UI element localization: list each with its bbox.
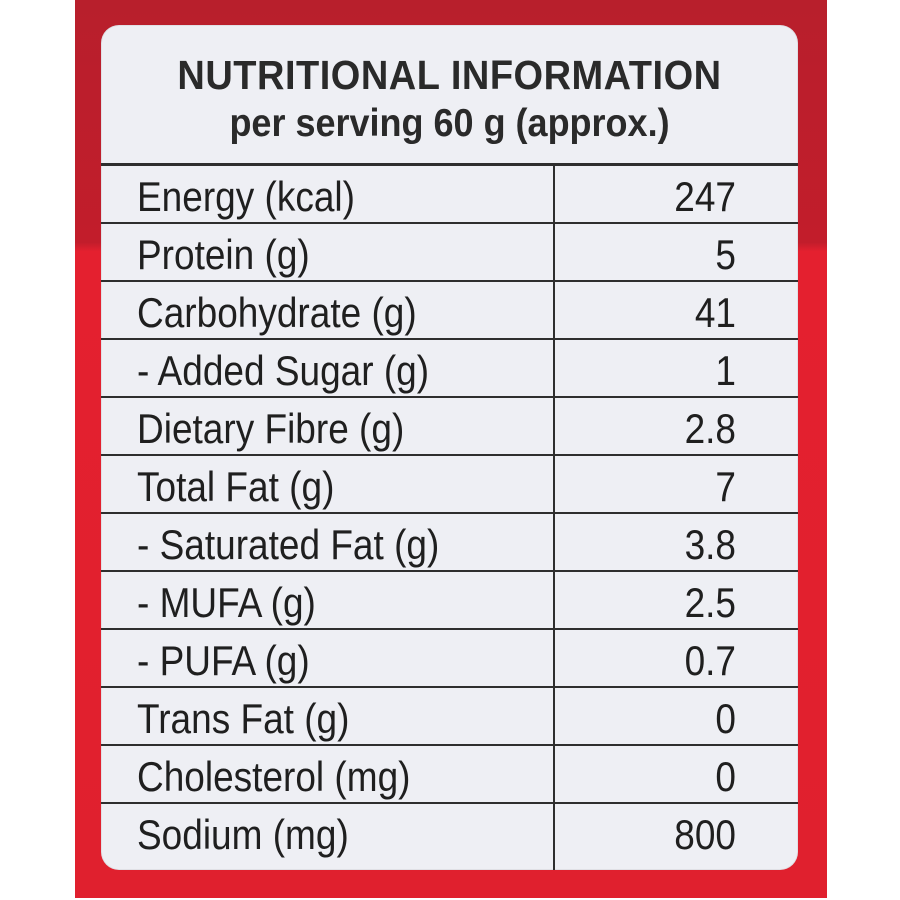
table-row: Protein (g) 5 (101, 224, 798, 282)
nutrient-name: Protein (g) (137, 232, 310, 278)
nutrient-name: - Saturated Fat (g) (137, 522, 440, 568)
nutrient-value: 800 (674, 812, 736, 858)
nutrient-name: Energy (kcal) (137, 174, 355, 220)
nutrient-name: Dietary Fibre (g) (137, 406, 405, 452)
table-row: Dietary Fibre (g) 2.8 (101, 398, 798, 456)
nutrient-value: 2.8 (684, 406, 736, 452)
table-row: Total Fat (g) 7 (101, 456, 798, 514)
nutrient-name: - Added Sugar (g) (137, 348, 430, 394)
table-row: Cholesterol (mg) 0 (101, 746, 798, 804)
nutrition-label-panel: NUTRITIONAL INFORMATION per serving 60 g… (101, 25, 798, 870)
nutrient-value: 247 (674, 174, 736, 220)
row-divider (101, 744, 798, 746)
table-row: - MUFA (g) 2.5 (101, 572, 798, 630)
nutrient-value: 3.8 (684, 522, 736, 568)
nutrition-label-header: NUTRITIONAL INFORMATION per serving 60 g… (101, 25, 798, 155)
row-divider (101, 280, 798, 282)
row-divider (101, 512, 798, 514)
row-divider (101, 454, 798, 456)
nutrient-value: 41 (694, 290, 736, 336)
nutrient-value: 1 (715, 348, 736, 394)
nutrient-name: - PUFA (g) (137, 638, 310, 684)
nutrient-name: - MUFA (g) (137, 580, 316, 626)
nutrient-value: 7 (715, 464, 736, 510)
column-divider (553, 166, 555, 870)
row-divider (101, 222, 798, 224)
nutrient-name: Sodium (mg) (137, 812, 349, 858)
nutrition-label-title: NUTRITIONAL INFORMATION (177, 53, 722, 99)
table-row: Sodium (mg) 800 (101, 804, 798, 862)
nutrition-table: Energy (kcal) 247 Protein (g) 5 Carbohyd… (101, 163, 798, 870)
nutrient-name: Carbohydrate (g) (137, 290, 417, 336)
nutrient-value: 5 (715, 232, 736, 278)
table-row: Trans Fat (g) 0 (101, 688, 798, 746)
row-divider (101, 570, 798, 572)
row-divider (101, 686, 798, 688)
nutrient-name: Total Fat (g) (137, 464, 335, 510)
nutrient-value: 2.5 (684, 580, 736, 626)
nutrient-value: 0.7 (684, 638, 736, 684)
row-divider (101, 396, 798, 398)
row-divider (101, 338, 798, 340)
nutrient-value: 0 (715, 696, 736, 742)
nutrient-name: Cholesterol (mg) (137, 754, 411, 800)
table-row: - Saturated Fat (g) 3.8 (101, 514, 798, 572)
table-row: - PUFA (g) 0.7 (101, 630, 798, 688)
row-divider (101, 628, 798, 630)
row-divider (101, 802, 798, 804)
serving-size-text: per serving 60 g (approx.) (229, 100, 670, 145)
nutrient-value: 0 (715, 754, 736, 800)
table-row: - Added Sugar (g) 1 (101, 340, 798, 398)
table-row: Energy (kcal) 247 (101, 166, 798, 224)
table-row: Carbohydrate (g) 41 (101, 282, 798, 340)
nutrient-name: Trans Fat (g) (137, 696, 350, 742)
